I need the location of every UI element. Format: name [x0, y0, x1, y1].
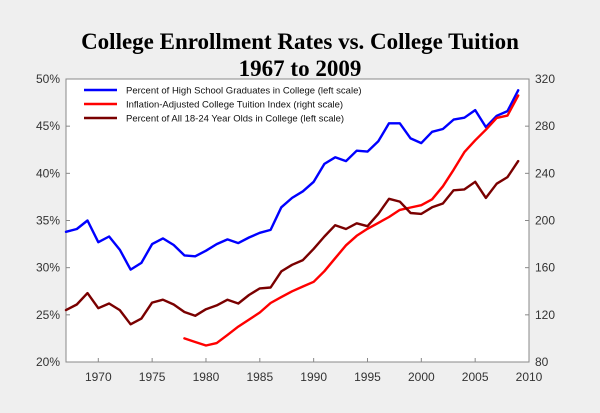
legend: Percent of High School Graduates in Coll… [84, 86, 362, 125]
series-line-all-18-24 [64, 159, 520, 326]
y-left-tick-label: 35% [36, 214, 60, 228]
y-right-tick-label: 120 [535, 308, 555, 322]
y-left-tick-label: 25% [36, 308, 60, 322]
y-left-tick-label: 40% [36, 166, 60, 180]
y-right-tick-label: 200 [535, 214, 555, 228]
series-line-tuition-index [183, 94, 520, 347]
y-left-tick-label: 30% [36, 261, 60, 275]
x-tick-label: 1985 [246, 370, 273, 384]
x-tick-label: 1995 [354, 370, 381, 384]
y-right-tick-label: 80 [535, 355, 549, 369]
legend-label: Inflation-Adjusted College Tuition Index… [126, 100, 343, 111]
x-tick-label: 1975 [139, 370, 166, 384]
x-tick-label: 1990 [300, 370, 327, 384]
chart-subtitle: 1967 to 2009 [238, 56, 362, 81]
x-tick-label: 2000 [408, 370, 435, 384]
series-lines [64, 89, 520, 347]
y-left-tick-label: 20% [36, 355, 60, 369]
y-right-tick-label: 240 [535, 166, 555, 180]
series-line-hs-graduates [64, 89, 520, 271]
x-tick-label: 1980 [193, 370, 220, 384]
x-tick-label: 1970 [85, 370, 112, 384]
x-tick-label: 2010 [516, 370, 543, 384]
chart-title: College Enrollment Rates vs. College Tui… [81, 29, 519, 54]
y-left-tick-label: 50% [36, 72, 60, 86]
legend-label: Percent of High School Graduates in Coll… [126, 86, 362, 97]
y-right-tick-label: 280 [535, 119, 555, 133]
legend-label: Percent of All 18-24 Year Olds in Colleg… [126, 114, 344, 125]
y-right-tick-label: 160 [535, 261, 555, 275]
x-tick-label: 2005 [462, 370, 489, 384]
y-right-tick-label: 320 [535, 72, 555, 86]
axis-ticks: 1970 1975 1980 1985 1990 1995 2000 2005 2010 20% 2… [36, 72, 555, 384]
y-left-tick-label: 45% [36, 119, 60, 133]
